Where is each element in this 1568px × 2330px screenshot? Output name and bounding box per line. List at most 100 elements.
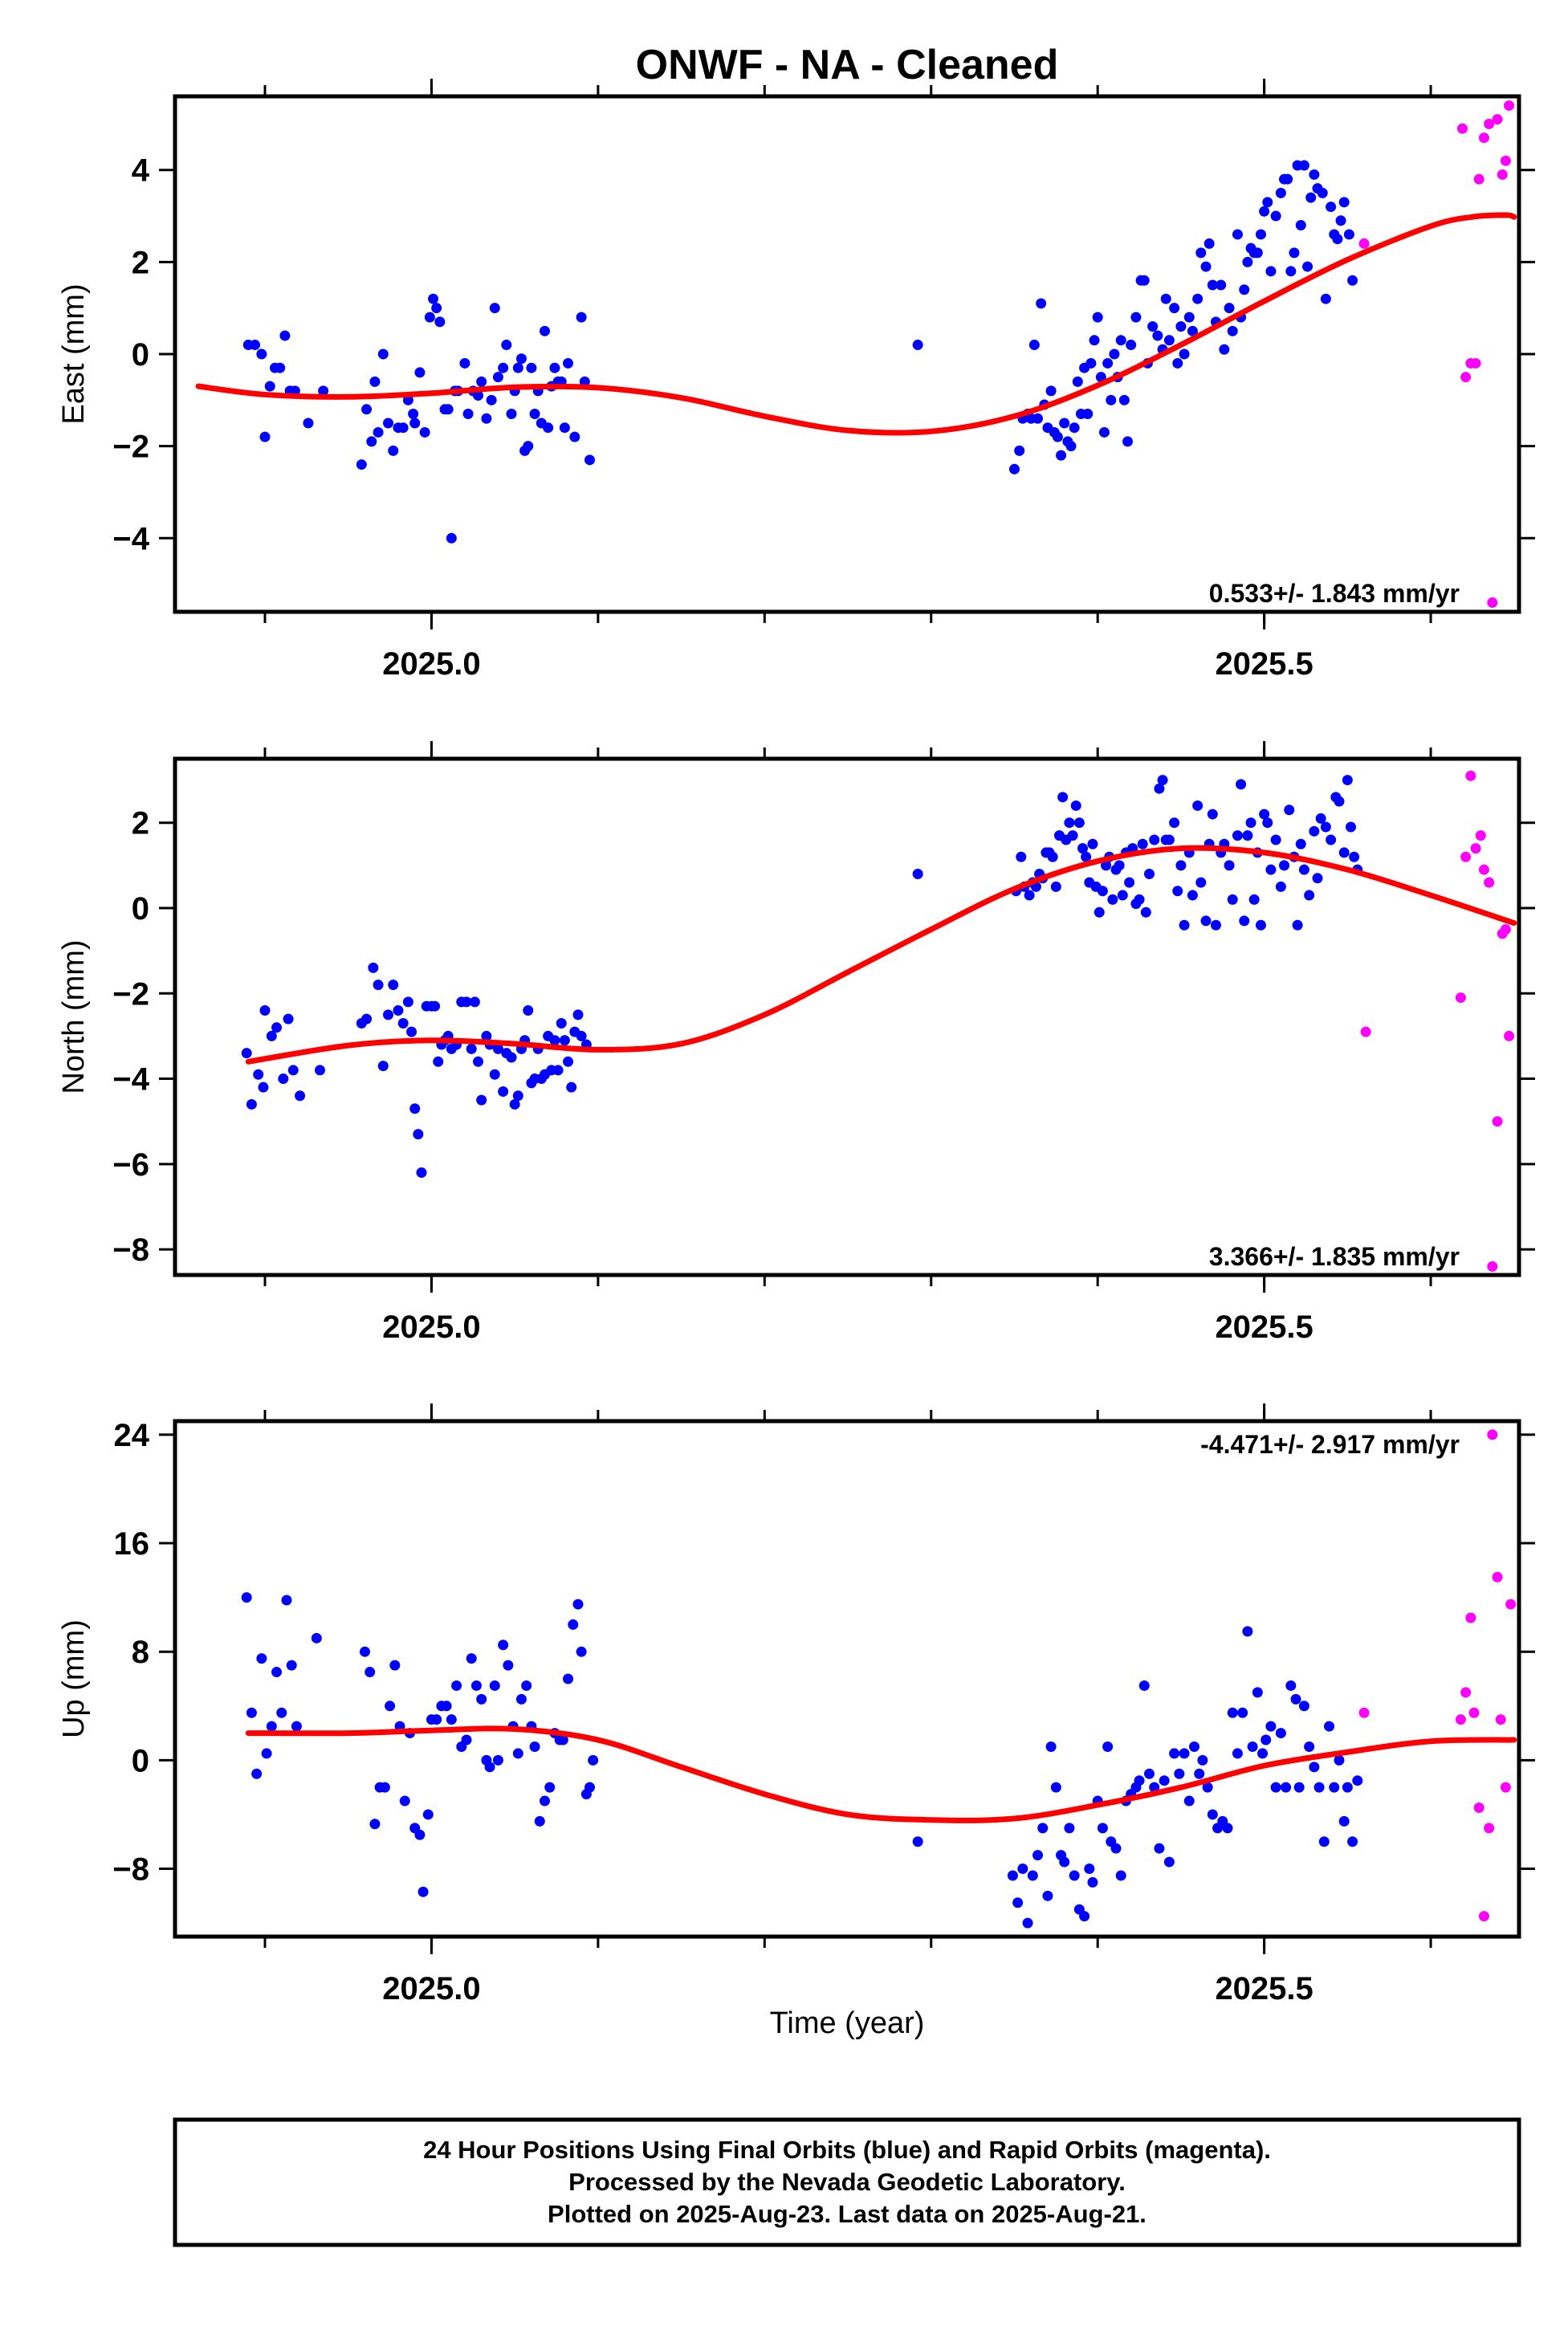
rapid-orbit-point xyxy=(1484,118,1495,129)
data-layer xyxy=(241,1429,1517,1929)
final-orbit-point xyxy=(484,1762,495,1773)
final-orbit-point xyxy=(1345,821,1356,833)
final-orbit-point xyxy=(492,1754,503,1766)
final-orbit-point xyxy=(506,409,517,420)
final-orbit-point xyxy=(1252,247,1263,259)
final-orbit-point xyxy=(258,1081,269,1093)
final-orbit-point xyxy=(1259,809,1270,820)
rapid-orbit-series xyxy=(1358,1429,1517,1922)
final-orbit-point xyxy=(1179,1748,1190,1759)
final-orbit-point xyxy=(1200,261,1212,272)
final-orbit-point xyxy=(559,422,570,434)
final-orbit-point xyxy=(1304,1741,1315,1752)
rapid-orbit-point xyxy=(1478,132,1489,144)
final-orbit-point xyxy=(1032,413,1044,424)
final-orbit-point xyxy=(1342,1782,1353,1793)
y-tick-label: 2 xyxy=(132,806,149,841)
final-orbit-point xyxy=(1008,463,1020,475)
final-orbit-point xyxy=(1298,160,1309,171)
final-orbit-point xyxy=(373,426,384,438)
final-orbit-point xyxy=(409,418,421,429)
rapid-orbit-point xyxy=(1505,1599,1517,1610)
final-orbit-point xyxy=(271,1667,283,1678)
final-orbit-point xyxy=(1265,864,1277,875)
final-orbit-point xyxy=(241,1592,252,1603)
final-orbit-point xyxy=(1072,376,1083,387)
final-orbit-point xyxy=(1194,1768,1205,1779)
final-orbit-point xyxy=(1270,1782,1281,1793)
rapid-orbit-point xyxy=(1473,1802,1485,1813)
final-orbit-point xyxy=(1281,1782,1292,1793)
rapid-orbit-point xyxy=(1484,1823,1495,1834)
final-orbit-point xyxy=(1224,303,1235,314)
final-orbit-point xyxy=(1130,312,1142,323)
final-orbit-point xyxy=(1195,247,1207,259)
final-orbit-point xyxy=(314,1065,325,1076)
final-orbit-point xyxy=(1081,851,1092,862)
final-orbit-point xyxy=(414,1829,426,1840)
final-orbit-point xyxy=(1284,805,1295,816)
final-orbit-point xyxy=(466,1653,477,1664)
final-orbit-point xyxy=(1143,1768,1155,1779)
fit-curve xyxy=(245,845,1517,1065)
final-orbit-point xyxy=(406,1026,417,1037)
final-orbit-point xyxy=(1292,919,1303,931)
final-orbit-point xyxy=(489,303,500,314)
final-orbit-point xyxy=(1124,877,1135,888)
final-orbit-point xyxy=(509,1098,520,1110)
final-orbit-point xyxy=(1309,825,1320,837)
final-orbit-point xyxy=(1084,1864,1095,1875)
final-orbit-point xyxy=(295,1090,306,1102)
final-orbit-point xyxy=(451,1680,462,1691)
final-orbit-point xyxy=(1172,886,1183,897)
final-orbit-point xyxy=(279,330,291,341)
final-orbit-point xyxy=(1189,1741,1200,1752)
final-orbit-point xyxy=(1157,775,1168,786)
final-orbit-series xyxy=(241,1592,1363,1929)
final-orbit-point xyxy=(523,441,534,452)
final-orbit-point xyxy=(1087,838,1098,849)
y-tick-label: 0 xyxy=(132,1743,149,1778)
final-orbit-point xyxy=(476,1094,487,1106)
rapid-orbit-point xyxy=(1455,1714,1466,1725)
final-orbit-point xyxy=(409,1103,421,1114)
final-orbit-point xyxy=(1028,340,1040,351)
final-orbit-point xyxy=(1179,348,1190,360)
rapid-orbit-point xyxy=(1465,770,1476,781)
final-orbit-point xyxy=(549,1035,560,1046)
x-tick-label: 2025.5 xyxy=(1215,646,1313,682)
final-orbit-point xyxy=(492,1043,503,1054)
panel-2: 2025.0 2025.5 −8 −6 −4 −2 0 2 North (mm) 3.366+/-… xyxy=(57,741,1535,1345)
final-orbit-point xyxy=(1295,220,1306,230)
final-orbit-point xyxy=(1298,1701,1309,1712)
final-orbit-point xyxy=(1050,1782,1061,1793)
final-orbit-point xyxy=(1309,169,1320,180)
final-orbit-point xyxy=(1192,800,1203,811)
final-orbit-point xyxy=(544,1782,556,1793)
final-orbit-point xyxy=(1335,215,1346,226)
final-orbit-point xyxy=(1175,321,1187,332)
final-orbit-point xyxy=(1089,335,1100,346)
final-orbit-point xyxy=(1147,321,1159,332)
final-orbit-point xyxy=(241,1048,252,1059)
final-orbit-point xyxy=(1106,394,1117,405)
final-orbit-point xyxy=(549,362,560,373)
final-orbit-point xyxy=(1236,779,1247,790)
final-orbit-point xyxy=(576,1030,587,1041)
final-orbit-point xyxy=(1222,1823,1233,1834)
final-orbit-point xyxy=(521,1680,532,1691)
final-orbit-point xyxy=(253,1069,264,1080)
panel-1: 2025.0 2025.5 −4 −2 0 2 4 East (mm) 0.533+/- 1.8… xyxy=(57,79,1535,682)
final-orbit-point xyxy=(466,1043,477,1054)
final-orbit-point xyxy=(1219,344,1230,355)
final-orbit-point xyxy=(1262,197,1273,208)
x-tick-label: 2025.0 xyxy=(382,646,480,682)
final-orbit-point xyxy=(1227,325,1238,336)
final-orbit-point xyxy=(1047,851,1058,862)
final-orbit-point xyxy=(422,1809,434,1820)
final-orbit-point xyxy=(1017,1864,1028,1875)
final-orbit-point xyxy=(1085,357,1097,369)
final-orbit-point xyxy=(1117,890,1128,901)
final-orbit-point xyxy=(388,445,399,456)
final-orbit-point xyxy=(259,1005,271,1016)
